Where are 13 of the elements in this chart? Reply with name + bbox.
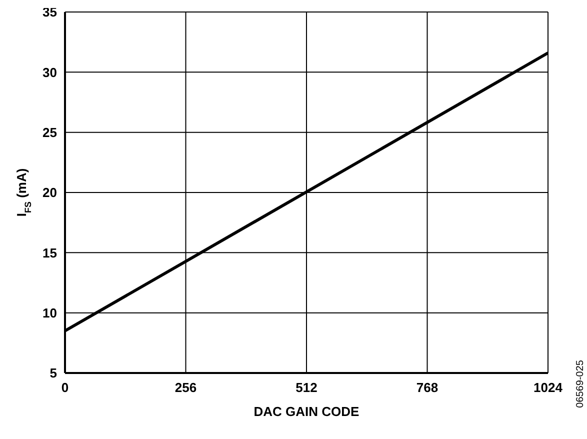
y-tick-label: 25	[42, 124, 57, 140]
x-axis-title: DAC GAIN CODE	[254, 404, 360, 419]
x-tick-label: 0	[61, 380, 69, 396]
text: 06569-025	[575, 360, 586, 408]
x-tick-label: 256	[174, 380, 197, 396]
x-tick-label: 768	[416, 380, 438, 396]
y-tick-label: 10	[42, 305, 57, 320]
x-tick-label: 1024	[534, 380, 564, 396]
y-tick-label: 30	[42, 64, 57, 80]
x-tick-label: 512	[296, 380, 318, 396]
y-tick-label: 20	[42, 185, 57, 200]
y-tick-label: 15	[42, 245, 57, 260]
y-tick-label: 5	[50, 366, 57, 381]
